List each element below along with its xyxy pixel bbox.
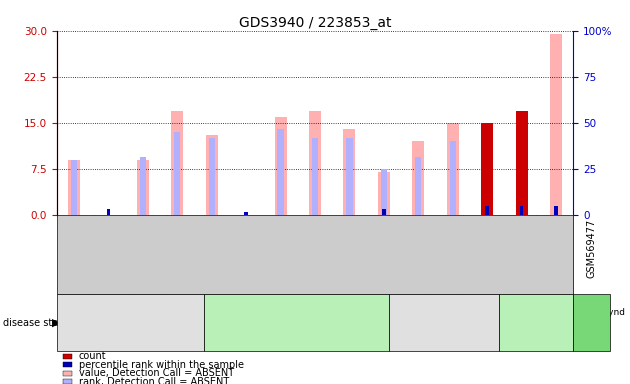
Bar [71, 160, 77, 215]
Text: advanced Sjogren's Syndrome: advanced Sjogren's Syndrome [467, 318, 605, 327]
Text: ▶: ▶ [52, 318, 60, 328]
Bar [277, 129, 284, 215]
Bar [106, 209, 110, 215]
Text: GSM569478: GSM569478 [218, 219, 228, 278]
Bar [343, 129, 355, 215]
Text: disease state: disease state [3, 318, 68, 328]
Bar [171, 111, 183, 215]
Text: count: count [79, 351, 106, 361]
Text: GSM569476: GSM569476 [181, 219, 191, 278]
Text: GSM569477: GSM569477 [587, 219, 597, 278]
Text: GSM569480: GSM569480 [292, 219, 302, 278]
Bar [415, 157, 421, 215]
Text: GSM569471: GSM569471 [513, 219, 523, 278]
Bar [68, 160, 80, 215]
Bar [140, 157, 146, 215]
Bar [550, 34, 562, 215]
Text: GSM569482: GSM569482 [365, 219, 375, 278]
Bar [515, 111, 528, 215]
Text: early Sjogren's Syndrome: early Sjogren's Syndrome [238, 318, 355, 327]
Bar [205, 135, 218, 215]
Bar [378, 172, 390, 215]
Text: GSM569484: GSM569484 [439, 219, 449, 278]
Bar [244, 212, 248, 215]
Bar [518, 120, 525, 215]
Bar [381, 169, 387, 215]
Text: GSM569485: GSM569485 [476, 219, 486, 278]
Text: GSM569473: GSM569473 [70, 219, 80, 278]
Bar [554, 206, 558, 215]
Bar [346, 138, 353, 215]
Bar [309, 111, 321, 215]
Bar [174, 132, 180, 215]
Bar [520, 206, 524, 215]
Text: non-Sjogren's
Syndrome (control): non-Sjogren's Syndrome (control) [87, 313, 174, 332]
Bar [382, 209, 386, 215]
Text: Sjogren's synd
rome
(control): Sjogren's synd rome (control) [559, 308, 625, 338]
Bar [209, 138, 215, 215]
Bar [412, 141, 425, 215]
Text: percentile rank within the sample: percentile rank within the sample [79, 360, 244, 370]
Bar [486, 206, 489, 215]
Text: value, Detection Call = ABSENT: value, Detection Call = ABSENT [79, 368, 234, 378]
Text: GSM569479: GSM569479 [255, 219, 265, 278]
Bar [481, 123, 493, 215]
Text: moderate Sjogren's
Syndrome: moderate Sjogren's Syndrome [400, 313, 488, 332]
Bar [450, 141, 456, 215]
Text: GSM569474: GSM569474 [107, 219, 117, 278]
Bar [447, 123, 459, 215]
Bar [137, 160, 149, 215]
Text: rank, Detection Call = ABSENT: rank, Detection Call = ABSENT [79, 377, 229, 384]
Bar [275, 117, 287, 215]
Title: GDS3940 / 223853_at: GDS3940 / 223853_at [239, 16, 391, 30]
Bar [312, 138, 318, 215]
Text: GSM569481: GSM569481 [328, 219, 338, 278]
Text: GSM569483: GSM569483 [402, 219, 412, 278]
Text: GSM569472: GSM569472 [550, 219, 560, 278]
Text: GSM569475: GSM569475 [144, 219, 154, 278]
